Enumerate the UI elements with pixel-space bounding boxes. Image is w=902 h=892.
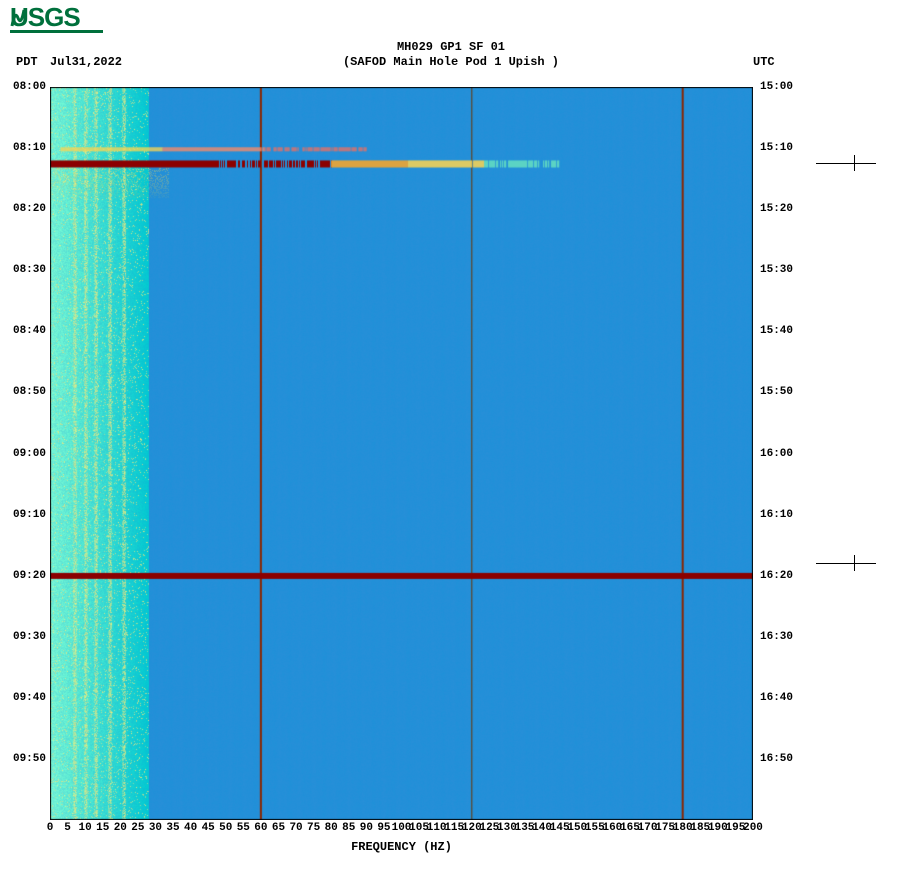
x-tick: 95 <box>377 822 390 834</box>
x-tick: 50 <box>219 822 232 834</box>
y-left-tick: 09:10 <box>13 509 46 521</box>
timezone-right: UTC <box>753 55 775 69</box>
y-left-tick: 08:20 <box>13 203 46 215</box>
x-tick: 30 <box>149 822 162 834</box>
y-left-tick: 08:10 <box>13 142 46 154</box>
x-tick: 15 <box>96 822 109 834</box>
y-left-tick: 08:40 <box>13 325 46 337</box>
y-right-tick: 15:10 <box>760 142 793 154</box>
y-right-tick: 15:00 <box>760 81 793 93</box>
y-left-tick: 09:00 <box>13 448 46 460</box>
y-right-tick: 16:10 <box>760 509 793 521</box>
x-tick: 80 <box>325 822 338 834</box>
y-right-tick: 15:50 <box>760 386 793 398</box>
y-right-tick: 16:40 <box>760 692 793 704</box>
y-axis-left: 08:0008:1008:2008:3008:4008:5009:0009:10… <box>0 87 48 820</box>
y-left-tick: 09:20 <box>13 570 46 582</box>
x-tick: 60 <box>254 822 267 834</box>
x-tick: 85 <box>342 822 355 834</box>
y-left-tick: 09:50 <box>13 753 46 765</box>
usgs-underline <box>10 30 103 33</box>
x-axis: 0510152025303540455055606570758085909510… <box>50 820 753 840</box>
y-right-tick: 16:30 <box>760 631 793 643</box>
y-right-tick: 15:40 <box>760 325 793 337</box>
x-tick: 35 <box>166 822 179 834</box>
y-left-tick: 09:40 <box>13 692 46 704</box>
y-right-tick: 15:30 <box>760 264 793 276</box>
x-tick: 5 <box>64 822 71 834</box>
y-left-tick: 08:00 <box>13 81 46 93</box>
y-left-tick: 08:50 <box>13 386 46 398</box>
header-date: Jul31,2022 <box>50 55 122 69</box>
x-tick: 55 <box>237 822 250 834</box>
chart-title-line1: MH029 GP1 SF 01 <box>0 40 902 54</box>
x-tick: 40 <box>184 822 197 834</box>
y-left-tick: 09:30 <box>13 631 46 643</box>
x-tick: 25 <box>131 822 144 834</box>
y-left-tick: 08:30 <box>13 264 46 276</box>
x-tick: 10 <box>79 822 92 834</box>
y-axis-right: 15:0015:1015:2015:3015:4015:5016:0016:10… <box>758 87 808 820</box>
usgs-logo: USGS <box>10 2 80 33</box>
x-tick: 200 <box>743 822 763 834</box>
x-tick: 65 <box>272 822 285 834</box>
x-tick: 75 <box>307 822 320 834</box>
x-tick: 45 <box>202 822 215 834</box>
y-right-tick: 16:20 <box>760 570 793 582</box>
x-tick: 0 <box>47 822 54 834</box>
x-tick: 20 <box>114 822 127 834</box>
x-tick: 90 <box>360 822 373 834</box>
x-axis-label: FREQUENCY (HZ) <box>50 840 753 854</box>
y-right-tick: 15:20 <box>760 203 793 215</box>
y-right-tick: 16:50 <box>760 753 793 765</box>
timezone-left: PDT <box>16 55 38 69</box>
spectrogram-heatmap <box>50 87 753 820</box>
y-right-tick: 16:00 <box>760 448 793 460</box>
x-tick: 70 <box>289 822 302 834</box>
